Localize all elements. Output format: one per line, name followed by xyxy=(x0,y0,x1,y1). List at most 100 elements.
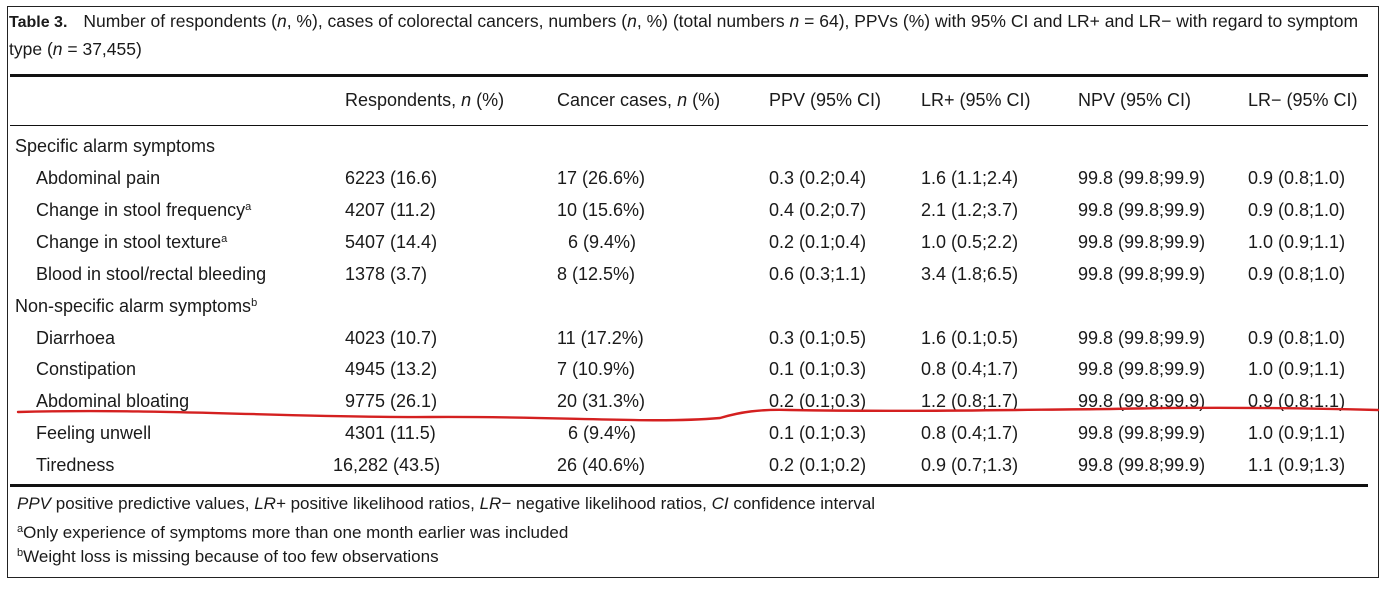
footnote-part: Only experience of symptoms more than on… xyxy=(23,523,569,542)
column-header: PPV (95% CI) xyxy=(769,89,881,111)
table-cell: 0.3 (0.1;0.5) xyxy=(769,328,867,348)
row-label: Abdominal pain xyxy=(36,167,160,189)
table-cell: 99.8 (99.8;99.9) xyxy=(1078,264,1206,284)
column-header-part: Cancer cases, xyxy=(557,90,678,110)
table-cell: 16,282 (43.5) xyxy=(333,455,441,475)
column-header-part: Respondents, xyxy=(345,90,462,110)
footnote-part: confidence interval xyxy=(728,494,876,513)
column-header-part: LR+ (95% CI) xyxy=(921,90,1031,110)
column-header-part: n xyxy=(677,90,688,110)
footnote-part: LR− xyxy=(479,494,512,513)
table-cell: 99.8 (99.8;99.9) xyxy=(1078,391,1206,411)
table-cell: 0.8 (0.4;1.7) xyxy=(921,423,1019,443)
row-label-text: Blood in stool/rectal bleeding xyxy=(36,264,267,284)
table-cell: 0.4 (0.2;0.7) xyxy=(769,200,867,220)
row-label: Tiredness xyxy=(36,454,114,476)
column-header-part: LR− (95% CI) xyxy=(1248,90,1358,110)
table-cell: 99.8 (99.8;99.9) xyxy=(1078,328,1206,348)
row-label: Abdominal bloating xyxy=(36,390,189,412)
table-cell: 8 (12.5%) xyxy=(557,264,636,284)
table-cell: 1.6 (1.1;2.4) xyxy=(921,168,1019,188)
table-cell: 99.8 (99.8;99.9) xyxy=(1078,232,1206,252)
table-cell: 99.8 (99.8;99.9) xyxy=(1078,200,1206,220)
table-cell: 1.0 (0.9;1.1) xyxy=(1248,423,1346,443)
column-header: Respondents, n (%) xyxy=(345,89,504,111)
table-cell: 1.0 (0.9;1.1) xyxy=(1248,359,1346,379)
table-cell: 4023 (10.7) xyxy=(345,328,438,348)
table-cell: 0.3 (0.2;0.4) xyxy=(769,168,867,188)
table-cell: 0.9 (0.8;1.1) xyxy=(1248,391,1346,411)
row-label: Diarrhoea xyxy=(36,327,115,349)
table-cell: 2.1 (1.2;3.7) xyxy=(921,200,1019,220)
table-cell: 0.2 (0.1;0.4) xyxy=(769,232,867,252)
group-heading: Specific alarm symptoms xyxy=(15,135,215,157)
row-label-text: Change in stool texture xyxy=(36,232,222,252)
column-header-part: (%) xyxy=(687,90,721,110)
row-label: Blood in stool/rectal bleeding xyxy=(36,263,266,285)
table-cell: 1.2 (0.8;1.7) xyxy=(921,391,1019,411)
row-label-text: Constipation xyxy=(36,359,137,379)
column-header-part: (%) xyxy=(471,90,505,110)
table-cell: 1.0 (0.5;2.2) xyxy=(921,232,1019,252)
column-header-part: NPV (95% CI) xyxy=(1078,90,1192,110)
footnote: aOnly experience of symptoms more than o… xyxy=(17,518,568,544)
column-header: NPV (95% CI) xyxy=(1078,89,1191,111)
row-label: Change in stool frequencya xyxy=(36,199,251,221)
table-frame xyxy=(7,6,1379,578)
caption-part: Number of respondents ( xyxy=(83,11,277,31)
footnote-part: Weight loss is missing because of too fe… xyxy=(23,547,439,566)
table-cell: 0.1 (0.1;0.3) xyxy=(769,423,867,443)
footnote-marker: b xyxy=(17,547,24,559)
table-cell: 3.4 (1.8;6.5) xyxy=(921,264,1019,284)
caption-part: n xyxy=(276,11,287,31)
table-cell: 0.9 (0.8;1.0) xyxy=(1248,264,1346,284)
row-label: Constipation xyxy=(36,358,136,380)
table-cell: 9775 (26.1) xyxy=(345,391,438,411)
column-header: LR+ (95% CI) xyxy=(921,89,1031,111)
caption-part: , %) (total numbers xyxy=(636,11,790,31)
caption-part: n xyxy=(52,39,63,59)
table-cell: 20 (31.3%) xyxy=(557,391,646,411)
table-cell: 0.9 (0.8;1.0) xyxy=(1248,200,1346,220)
row-label-text: Feeling unwell xyxy=(36,423,152,443)
footnote: bWeight loss is missing because of too f… xyxy=(17,542,439,568)
row-label-text: Abdominal bloating xyxy=(36,391,190,411)
caption-part: = 64), PPVs (%) with 95% CI and LR+ and … xyxy=(9,11,1359,59)
table-cell: 4945 (13.2) xyxy=(345,359,438,379)
footnote-part: positive predictive values, xyxy=(51,494,255,513)
table-cell: 99.8 (99.8;99.9) xyxy=(1078,359,1206,379)
footnote: PPV positive predictive values, LR+ posi… xyxy=(17,493,875,515)
table-cell: 11 (17.2%) xyxy=(557,328,644,348)
row-label: Change in stool texturea xyxy=(36,231,227,253)
bottom-rule xyxy=(10,484,1368,487)
table-cell: 0.2 (0.1;0.3) xyxy=(769,391,867,411)
table-cell: 1.1 (0.9;1.3) xyxy=(1248,455,1346,475)
caption-text: Number of respondents (n, %), cases of c… xyxy=(9,11,1358,59)
table-cell: 1.0 (0.9;1.1) xyxy=(1248,232,1346,252)
footnote-marker: a xyxy=(221,233,228,245)
table-cell: 26 (40.6%) xyxy=(557,455,646,475)
top-rule xyxy=(10,74,1368,77)
table-cell: 0.9 (0.8;1.0) xyxy=(1248,328,1346,348)
header-rule xyxy=(10,125,1368,127)
footnote-part: LR+ xyxy=(254,494,286,513)
table-cell: 4207 (11.2) xyxy=(345,200,436,220)
column-header: LR− (95% CI) xyxy=(1248,89,1358,111)
column-header-part: n xyxy=(461,90,472,110)
table-cell: 0.9 (0.8;1.0) xyxy=(1248,168,1346,188)
row-label-text: Diarrhoea xyxy=(36,328,116,348)
footnote-part: CI xyxy=(711,494,729,513)
column-header-part: PPV (95% CI) xyxy=(769,90,882,110)
table-cell: 0.8 (0.4;1.7) xyxy=(921,359,1019,379)
row-label-text: Specific alarm symptoms xyxy=(15,136,216,156)
caption-part: = 37,455) xyxy=(62,39,142,59)
caption-part: n xyxy=(789,11,800,31)
table-cell: 17 (26.6%) xyxy=(557,168,646,188)
table-cell: 7 (10.9%) xyxy=(557,359,636,379)
table-cell: 6 (9.4%) xyxy=(568,423,637,443)
table-cell: 99.8 (99.8;99.9) xyxy=(1078,423,1206,443)
footnote-part: PPV xyxy=(17,494,52,513)
row-label-text: Change in stool frequency xyxy=(36,200,246,220)
footnote-part: positive likelihood ratios, xyxy=(285,494,480,513)
table-caption: Table 3. Number of respondents (n, %), ca… xyxy=(9,8,1369,62)
